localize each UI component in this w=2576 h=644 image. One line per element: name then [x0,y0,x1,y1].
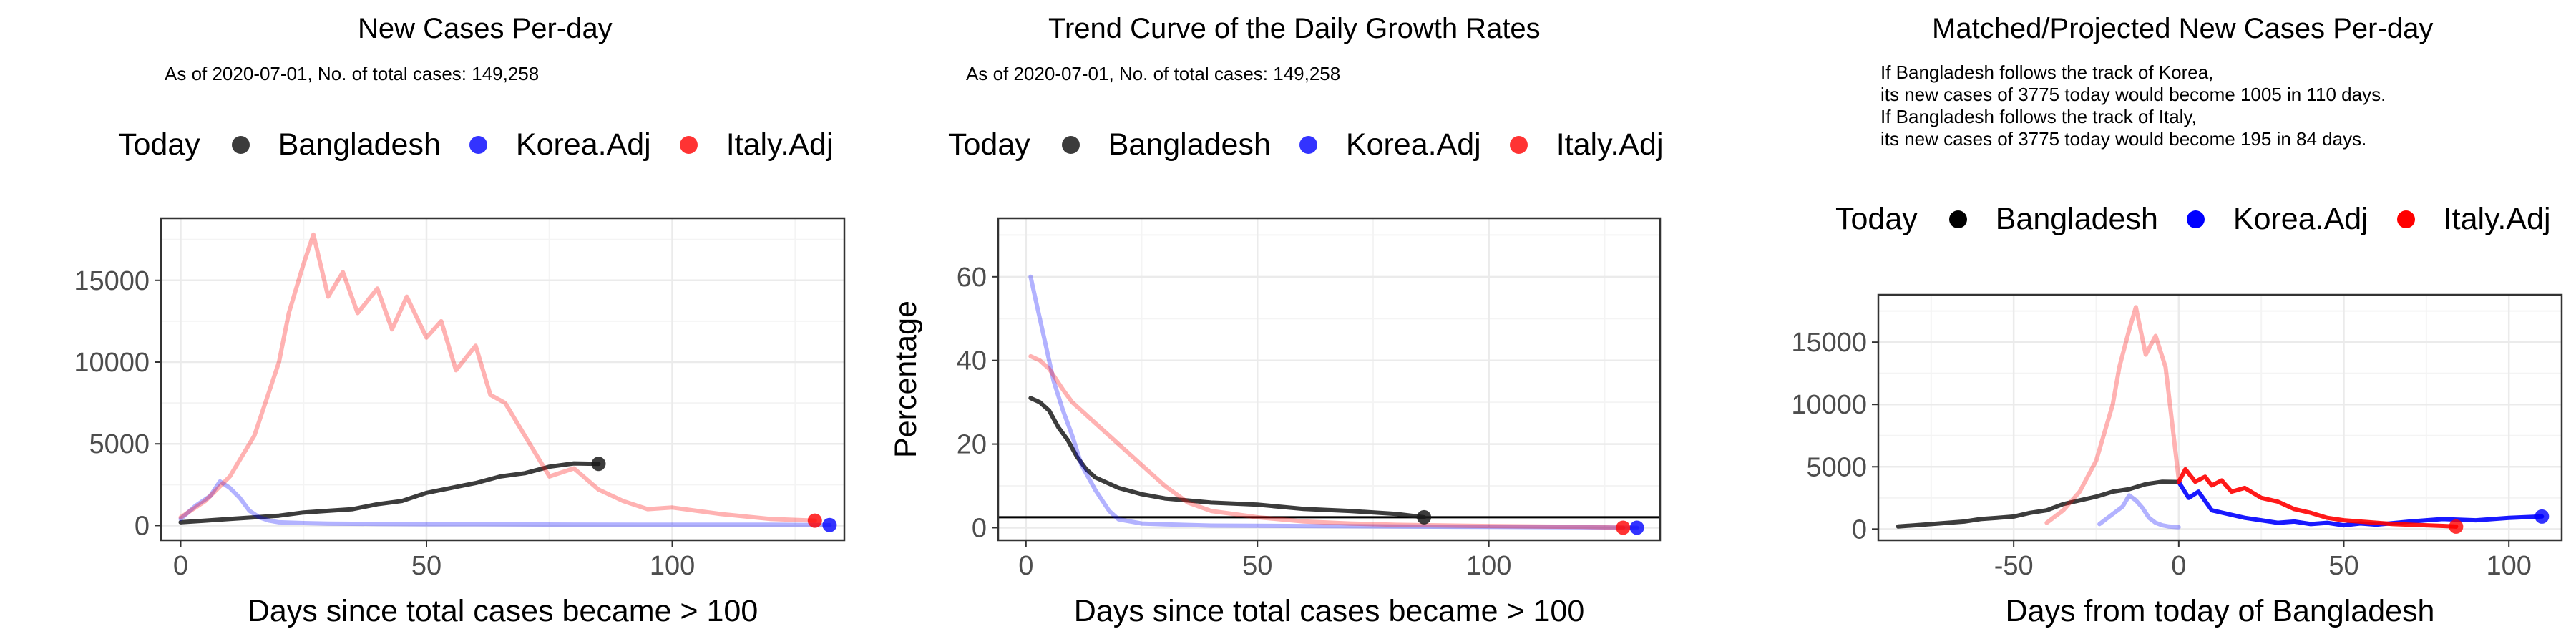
legend-label-bangladesh: Bangladesh [1995,202,2158,236]
series-line-korea [178,479,832,527]
plot-border [997,217,1662,542]
x-tick-label: 0 [173,551,188,581]
chart-svg: 0 50 100 0 5000 10000 15000 Days since total ca… [74,217,846,628]
legend-title: Today [1835,202,1918,236]
series-line-korea [2176,479,2545,528]
legend-dot-italy [1509,136,1528,154]
legend-label-bangladesh: Bangladesh [278,127,441,162]
legend-dot-korea [1299,136,1317,154]
panel-matched-projected: Matched/Projected New Cases Per-day If B… [1717,0,2576,644]
legend-label-italy: Italy.Adj [1556,127,1664,162]
x-axis-title: Days from today of Bangladesh [2006,594,2435,628]
legend-item-bangladesh: Bangladesh [1948,202,2158,237]
legend-label-korea: Korea.Adj [2233,202,2368,236]
series-line-bangladesh [178,461,601,525]
panel-growth-rates: Trend Curve of the Daily Growth Rates As… [859,0,1717,644]
y-tick-label: 5000 [89,429,150,459]
chart-subtitle: As of 2020-07-01, No. of total cases: 14… [966,63,1341,84]
series-line-italy [2176,467,2459,529]
legend-title: Today [118,127,200,162]
x-axis-title: Days since total cases became > 100 [248,594,758,628]
y-tick-label: 10000 [74,348,150,378]
x-tick-label: 0 [2171,551,2186,581]
x-tick-label: -50 [1994,551,2034,581]
legend-item-italy: Italy.Adj [1509,127,1664,162]
subtitle-line: If Bangladesh follows the track of Italy… [1880,106,2197,127]
series-line-bangladesh [1028,396,1427,519]
legend-dot-bangladesh [1061,136,1080,154]
y-tick-label: 20 [957,430,987,460]
chart-title: Trend Curve of the Daily Growth Rates [1048,13,1541,44]
legend-label-italy: Italy.Adj [2443,202,2551,236]
end-point-bangladesh [1417,509,1432,525]
x-axis-title: Days since total cases became > 100 [1074,594,1584,628]
chart-legend: Today Bangladesh Korea.Adj Italy.Adj [948,127,1717,162]
y-tick-label: 0 [135,511,150,541]
legend-dot-bangladesh [231,136,250,154]
legend-item-bangladesh: Bangladesh [231,127,441,162]
chart-subtitle: If Bangladesh follows the track of Korea… [1880,62,2386,150]
y-tick-label: 60 [957,263,987,293]
legend-item-korea: Korea.Adj [2186,202,2368,237]
legend-item-italy: Italy.Adj [679,127,834,162]
plot-border [1877,293,2563,542]
series-line-italy [1028,353,1626,530]
y-tick-label: 0 [972,513,987,543]
series-line-italy [2044,305,2181,525]
legend-label-bangladesh: Bangladesh [1108,127,1271,162]
series-line-bangladesh [1896,479,2181,529]
legend-dot-italy [2396,210,2415,228]
legend-dot-korea [469,136,487,154]
y-tick-label: 0 [1852,514,1867,545]
x-tick-label: 50 [411,551,441,581]
subtitle-line: its new cases of 3775 today would become… [1880,128,2367,150]
legend-item-korea: Korea.Adj [469,127,651,162]
chart-svg: -50 0 50 100 0 5000 10000 15000 Days from today … [1791,293,2563,628]
y-axis-title: Percentage [889,301,923,458]
end-point-italy [2449,519,2464,534]
chart-legend: Today Bangladesh Korea.Adj Italy.Adj [1835,202,2576,237]
y-tick-label: 40 [957,346,987,376]
chart-legend: Today Bangladesh Korea.Adj Italy.Adj [118,127,855,162]
legend-item-bangladesh: Bangladesh [1061,127,1271,162]
x-tick-label: 0 [1018,551,1033,581]
legend-item-korea: Korea.Adj [1299,127,1481,162]
x-tick-label: 50 [1242,551,1272,581]
subtitle-line: its new cases of 3775 today would become… [1880,84,2386,105]
legend-dot-bangladesh [1948,210,1967,228]
chart-title: New Cases Per-day [358,13,613,44]
y-tick-label: 5000 [1806,452,1867,482]
end-point-korea [2534,509,2550,524]
chart-title: Matched/Projected New Cases Per-day [1932,13,2434,44]
series-line-korea [1028,274,1639,530]
chart-subtitle: As of 2020-07-01, No. of total cases: 14… [165,63,540,84]
x-tick-label: 50 [2328,551,2358,581]
end-point-korea [822,517,837,532]
legend-label-italy: Italy.Adj [726,127,834,162]
end-point-bangladesh [591,457,606,472]
end-point-italy [1616,520,1631,535]
chart-svg: 0 50 100 0 20 40 60 Days since total cases beca… [889,217,1662,628]
series-line-italy [178,232,817,523]
legend-dot-korea [2186,210,2205,228]
end-point-italy [807,513,822,528]
legend-dot-italy [679,136,698,154]
legend-label-korea: Korea.Adj [515,127,651,162]
end-point-korea [1629,520,1644,535]
subtitle-line: If Bangladesh follows the track of Korea… [1880,62,2214,83]
panel-new-cases: New Cases Per-day As of 2020-07-01, No. … [0,0,859,644]
x-tick-label: 100 [2486,551,2531,581]
series-line-korea [2097,493,2181,530]
legend-title: Today [948,127,1030,162]
legend-item-italy: Italy.Adj [2396,202,2551,237]
x-tick-label: 100 [1466,551,1511,581]
y-tick-label: 15000 [1791,328,1867,358]
y-tick-label: 15000 [74,266,150,296]
y-tick-label: 10000 [1791,390,1867,420]
plot-border [160,217,846,542]
x-tick-label: 100 [650,551,695,581]
legend-label-korea: Korea.Adj [1345,127,1481,162]
